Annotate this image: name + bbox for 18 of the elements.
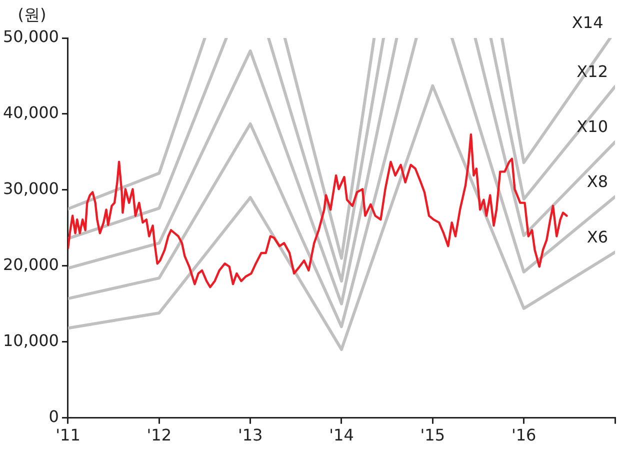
- x-tick-label: '13: [238, 426, 263, 445]
- y-tick-label: 20,000: [3, 255, 59, 274]
- y-tick-label: 10,000: [3, 330, 59, 350]
- y-tick-label: 0: [48, 406, 59, 426]
- series-label: X6: [586, 227, 608, 246]
- x-tick-label: '14: [329, 426, 354, 445]
- series-label: X14: [572, 13, 604, 32]
- y-tick-label: 40,000: [3, 103, 59, 122]
- y-tick-label: 30,000: [3, 179, 59, 198]
- series-label: X12: [576, 62, 608, 81]
- y-axis-title: (원): [18, 5, 46, 24]
- y-tick-label: 50,000: [3, 27, 59, 46]
- series-label: X8: [586, 172, 608, 191]
- x-tick-label: '11: [56, 426, 80, 445]
- x-tick-label: '15: [420, 426, 446, 445]
- x-tick-label: '12: [146, 426, 172, 445]
- x-tick-label: '16: [511, 426, 536, 445]
- series-label: X10: [576, 117, 608, 136]
